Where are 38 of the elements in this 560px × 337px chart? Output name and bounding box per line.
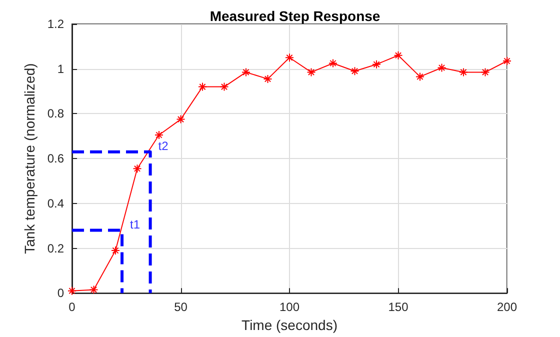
- y-tick-label: 0.6: [47, 152, 64, 166]
- point: [132, 164, 142, 174]
- annotation: t2: [158, 138, 169, 153]
- y-tick-label: 1: [57, 62, 64, 76]
- point: [198, 82, 207, 92]
- point: [372, 60, 381, 69]
- y-tick-label: 0: [57, 286, 64, 300]
- point: [394, 50, 403, 60]
- y-tick-label: 0.4: [47, 196, 64, 210]
- x-tick-label: 0: [68, 300, 76, 314]
- point: [111, 246, 120, 255]
- point: [263, 74, 272, 84]
- point: [328, 58, 338, 68]
- point: [154, 130, 164, 140]
- point: [459, 68, 468, 77]
- x-tick-label: 50: [174, 300, 188, 314]
- point: [502, 56, 512, 66]
- point: [68, 286, 76, 296]
- x-axis-title: Time (seconds): [242, 317, 338, 333]
- point: [350, 66, 360, 76]
- x-tick-label: 200: [496, 300, 518, 314]
- point: [89, 285, 98, 294]
- x-tick-label: 100: [279, 300, 300, 314]
- point: [242, 68, 250, 77]
- chart-title: Measured Step Response: [210, 8, 380, 24]
- y-tick-label: 1.2: [47, 17, 64, 31]
- point: [176, 114, 186, 124]
- point: [285, 53, 294, 62]
- x-tick-label: 150: [388, 300, 409, 314]
- point: [416, 72, 424, 82]
- annotation: t1: [130, 217, 140, 232]
- point: [220, 82, 229, 92]
- y-axis-title: Tank temperature (normalized): [21, 63, 38, 254]
- point: [437, 63, 446, 72]
- y-tick-label: 0.2: [47, 241, 64, 256]
- y-tick-label: 0.8: [47, 106, 64, 121]
- point: [480, 68, 490, 77]
- point: [306, 68, 316, 77]
